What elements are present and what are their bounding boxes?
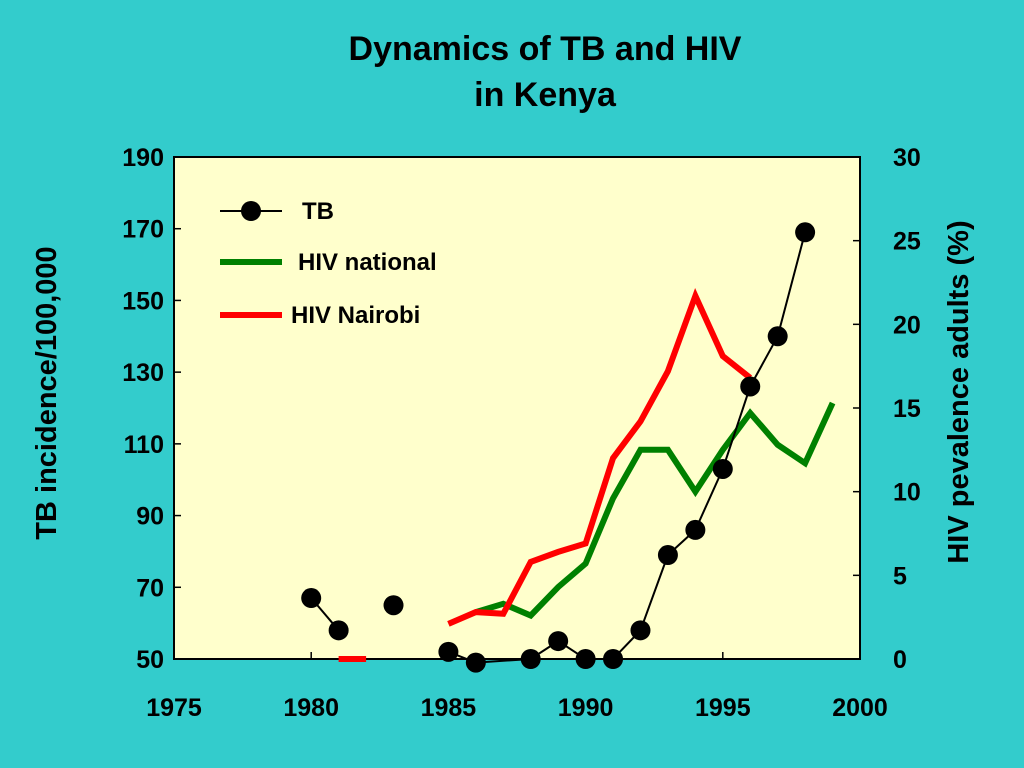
x-tick-label: 2000 [832,694,888,722]
right-y-tick-label: 25 [893,228,921,256]
point-tb [548,631,569,652]
series-markers [301,222,816,673]
right-y-tick-label: 30 [893,144,921,172]
legend-label-tb: TB [302,198,334,225]
legend-label-hiv-national: HIV national [298,249,437,276]
point-tb [575,649,596,669]
left-y-tick-label: 110 [124,431,164,459]
x-tick-label: 1975 [146,694,202,722]
point-tb [712,458,733,479]
point-tb [657,545,678,566]
point-tb [685,519,706,540]
legend-marker-tb [241,201,261,221]
point-tb [520,649,541,669]
point-tb [438,641,459,662]
point-tb [383,595,404,616]
x-axis: 1975 1980 1985 1990 1995 2000 [146,652,888,722]
left-y-axis: 50 70 90 110 130 150 170 190 [122,144,181,674]
left-y-tick-label: 170 [122,216,164,244]
point-tb [740,376,761,397]
point-tb [465,652,486,673]
series-line-hiv-national [474,401,836,620]
point-tb [603,649,624,669]
chart-title: Dynamics of TB and HIV in Kenya [0,26,1024,118]
legend: TB HIV national HIV Nairobi [220,198,437,329]
left-y-tick-label: 130 [122,359,164,387]
left-y-axis-label: TB incidence/100,000 [31,246,63,539]
right-y-tick-label: 5 [893,562,907,590]
left-y-tick-label: 50 [136,646,164,674]
x-tick-label: 1985 [421,694,477,722]
right-y-tick-label: 10 [893,479,921,507]
point-tb [767,326,788,347]
right-y-tick-label: 20 [893,311,921,339]
point-tb [301,588,322,609]
left-y-tick-label: 190 [122,144,164,172]
x-tick-label: 1980 [283,694,339,722]
left-y-tick-label: 90 [136,503,164,531]
point-tb [795,222,816,243]
right-y-axis: 0 5 10 15 20 25 30 [853,144,921,674]
chart-title-line-1: Dynamics of TB and HIV [348,30,742,68]
plot-area [173,156,861,660]
x-tick-label: 1990 [558,694,614,722]
right-y-tick-label: 0 [893,646,907,674]
right-y-tick-label: 15 [893,395,921,423]
right-y-axis-label: HIV pevalence adults (%) [943,220,975,563]
x-tick-label: 1995 [695,694,751,722]
point-tb [630,620,651,641]
left-y-tick-label: 70 [136,574,164,602]
left-y-tick-label: 150 [122,287,164,315]
point-tb [328,620,349,641]
series-line-hiv-nairobi [447,287,753,627]
legend-label-hiv-nairobi: HIV Nairobi [291,302,420,329]
chart-title-line-2: in Kenya [474,76,616,114]
